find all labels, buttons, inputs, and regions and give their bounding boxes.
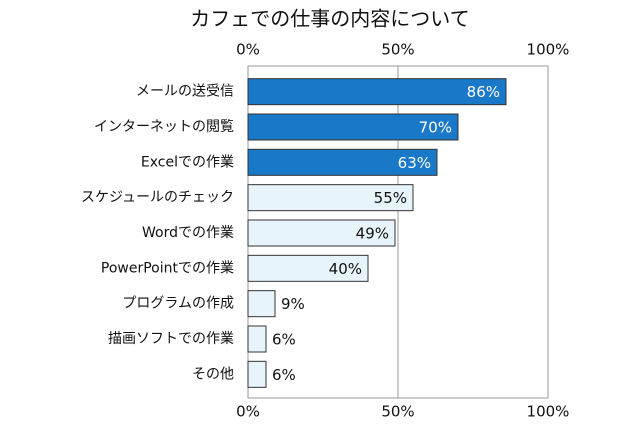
x-tick-label-bottom: 100% (527, 403, 570, 421)
x-tick-label-bottom: 50% (381, 403, 414, 421)
chart-title: カフェでの仕事の内容について (190, 7, 469, 31)
value-label: 70% (419, 119, 452, 137)
bar (247, 184, 414, 212)
y-tick-label: その他 (192, 366, 234, 382)
y-tick-label: インターネットの閲覧 (94, 118, 234, 135)
value-label: 6% (272, 366, 296, 384)
x-tick-label-top: 50% (381, 41, 414, 59)
bar (247, 325, 267, 353)
value-label: 49% (356, 225, 389, 243)
bar (247, 113, 459, 141)
x-tick-label-bottom: 0% (236, 403, 260, 421)
y-tick-label: メールの送受信 (136, 84, 234, 100)
bar (247, 148, 438, 176)
y-tick-label: Wordでの作業 (142, 225, 234, 241)
value-label: 40% (329, 260, 362, 278)
value-label: 55% (374, 189, 407, 207)
y-tick-label: スケジュールのチェック (81, 190, 234, 206)
bar (247, 290, 276, 318)
y-tick-label: Excelでの作業 (141, 154, 234, 170)
x-tick-label-top: 0% (236, 41, 260, 59)
value-label: 86% (467, 83, 500, 101)
y-tick-label: PowerPointでの作業 (101, 260, 234, 276)
bar (247, 219, 396, 247)
bar (247, 360, 267, 388)
y-tick-label: 描画ソフトでの作業 (108, 331, 234, 347)
value-label: 9% (281, 295, 305, 313)
y-tick-label: プログラムの作成 (122, 296, 234, 312)
value-label: 63% (398, 154, 431, 172)
x-tick-label-top: 100% (527, 41, 570, 59)
bar (247, 254, 369, 282)
value-label: 6% (272, 331, 296, 349)
bar (247, 78, 507, 106)
